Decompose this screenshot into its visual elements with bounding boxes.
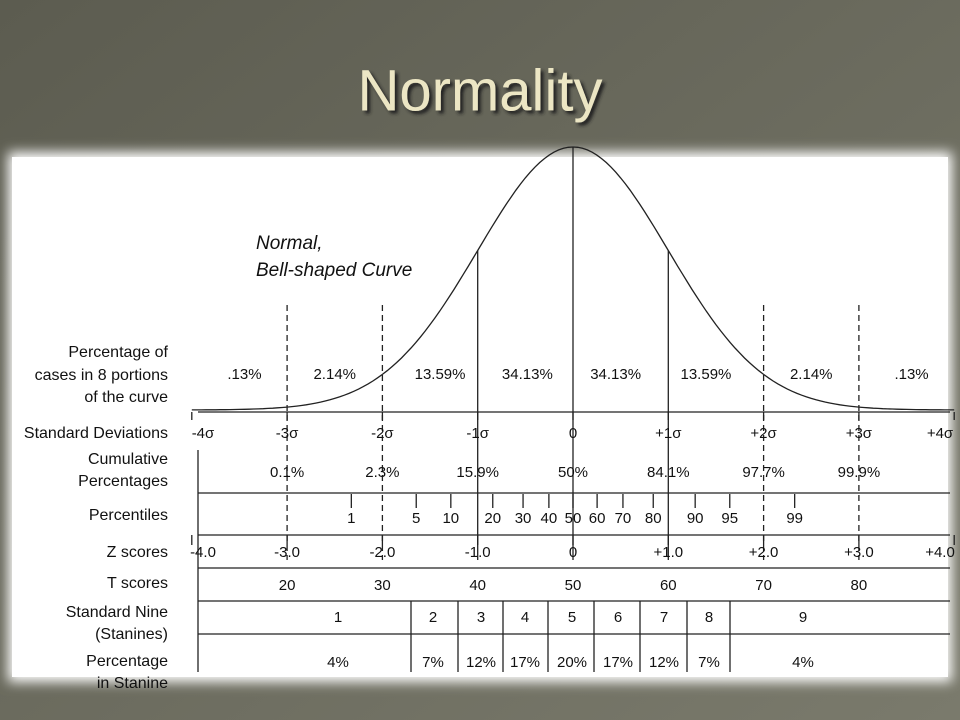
row-value: 34.13% [590, 366, 641, 383]
row-value: 50% [558, 464, 588, 481]
row-value: 12% [649, 654, 679, 671]
row-value: 9 [799, 609, 807, 626]
row-value: 2.14% [790, 366, 833, 383]
row-label: Percentage of [68, 344, 168, 361]
row-value: 13.59% [415, 366, 466, 383]
row-value: 99 [786, 510, 803, 527]
row-value: +4σ [927, 425, 954, 442]
row-label: T scores [107, 575, 168, 592]
diagram-lines [191, 146, 955, 672]
row-value: 34.13% [502, 366, 553, 383]
row-value: -3σ [276, 425, 299, 442]
row-value: .13% [227, 366, 261, 383]
row-value: 7 [660, 609, 668, 626]
row-value: 2.3% [365, 464, 399, 481]
row-value: 13.59% [681, 366, 732, 383]
row-value: 4% [327, 654, 349, 671]
row-value: 20 [484, 510, 501, 527]
row-value: 99.9% [838, 464, 881, 481]
row-value: 3 [477, 609, 485, 626]
row-value: 80 [851, 577, 868, 594]
row-value: 0 [569, 425, 577, 442]
row-value: 30 [515, 510, 532, 527]
row-value: 17% [510, 654, 540, 671]
row-label: Percentages [78, 473, 168, 490]
row-value: 17% [603, 654, 633, 671]
row-value: 4 [521, 609, 529, 626]
row-value: 80 [645, 510, 662, 527]
row-label: Percentage [86, 653, 168, 670]
row-value: 5 [412, 510, 420, 527]
row-label: of the curve [84, 389, 168, 406]
row-label: (Stanines) [95, 626, 168, 643]
row-value: 70 [755, 577, 772, 594]
row-label: Standard Deviations [24, 425, 168, 442]
row-value: -4σ [192, 425, 215, 442]
row-label: Cumulative [88, 451, 168, 468]
row-value: 1 [334, 609, 342, 626]
row-value: +4.0 [925, 544, 955, 561]
row-value: .13% [894, 366, 928, 383]
row-value: 30 [374, 577, 391, 594]
row-label: cases in 8 portions [35, 367, 168, 384]
row-value: 97.7% [742, 464, 785, 481]
row-value: +3.0 [844, 544, 874, 561]
curve-label: Bell-shaped Curve [256, 260, 412, 281]
row-value: 70 [615, 510, 632, 527]
slide-title: Normality [358, 58, 603, 123]
row-value: 40 [469, 577, 486, 594]
row-value: -1.0 [465, 544, 491, 561]
row-value: -1σ [466, 425, 489, 442]
row-value: -3.0 [274, 544, 300, 561]
row-value: 2 [429, 609, 437, 626]
row-value: 84.1% [647, 464, 690, 481]
curve-label: Normal, [256, 233, 323, 254]
row-value: +2.0 [749, 544, 779, 561]
row-value: 7% [698, 654, 720, 671]
row-value: +1σ [655, 425, 682, 442]
row-value: 4% [792, 654, 814, 671]
row-value: -2σ [371, 425, 394, 442]
row-value: 8 [705, 609, 713, 626]
row-value: 1 [347, 510, 355, 527]
row-value: 10 [442, 510, 459, 527]
row-value: 2.14% [313, 366, 356, 383]
row-value: 60 [589, 510, 606, 527]
row-value: +2σ [750, 425, 777, 442]
row-value: 50 [565, 577, 582, 594]
row-value: 0.1% [270, 464, 304, 481]
row-value: 6 [614, 609, 622, 626]
row-value: 0 [569, 544, 577, 561]
row-value: 95 [721, 510, 738, 527]
row-label: Standard Nine [66, 604, 168, 621]
row-label: Z scores [107, 544, 168, 561]
row-value: 50 [565, 510, 582, 527]
row-value: 40 [541, 510, 558, 527]
row-value: 12% [466, 654, 496, 671]
row-value: +3σ [846, 425, 873, 442]
row-value: 15.9% [456, 464, 499, 481]
row-label: Percentiles [89, 507, 168, 524]
row-value: -4.0 [190, 544, 216, 561]
row-value: 20 [279, 577, 296, 594]
row-value: +1.0 [653, 544, 683, 561]
row-value: -2.0 [369, 544, 395, 561]
row-value: 60 [660, 577, 677, 594]
row-value: 7% [422, 654, 444, 671]
panel [12, 157, 948, 677]
row-value: 20% [557, 654, 587, 671]
row-label: in Stanine [97, 675, 168, 692]
row-value: 5 [568, 609, 576, 626]
row-value: 90 [687, 510, 704, 527]
